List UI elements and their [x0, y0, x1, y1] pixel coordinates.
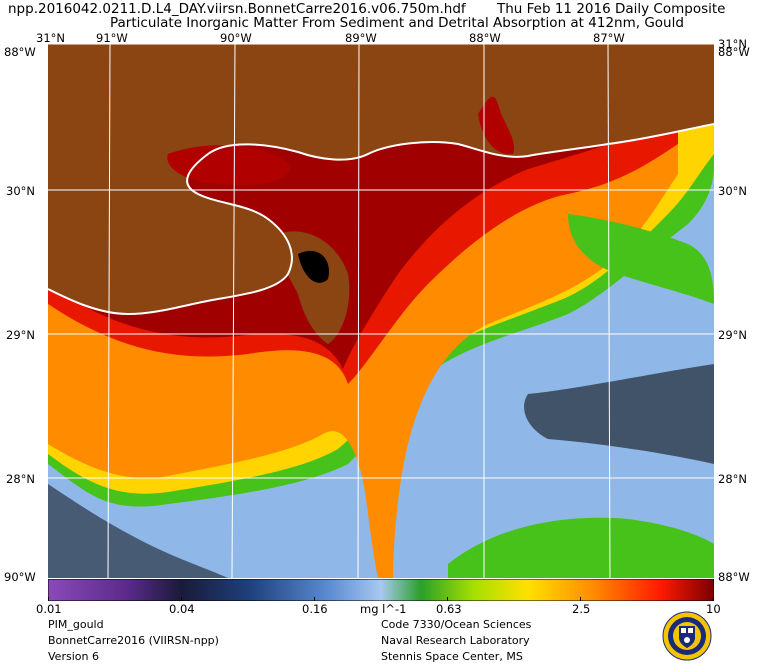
- footer-org-code: Code 7330/Ocean Sciences: [381, 618, 532, 631]
- footer-region: BonnetCarre2016 (VIIRSN-npp): [48, 634, 219, 647]
- colorbar-tick-5: [713, 597, 714, 601]
- nrl-seal-icon: [662, 611, 712, 661]
- delta-land: [277, 231, 350, 344]
- lat-label-28-right: 28°N: [718, 472, 747, 486]
- product-title: Particulate Inorganic Matter From Sedime…: [110, 15, 684, 31]
- land-area: [48, 44, 714, 314]
- coastline: [48, 123, 714, 316]
- lat-label-29-left: 29°N: [6, 328, 35, 342]
- lon-label-90: 90°W: [220, 31, 252, 45]
- colorbar-label-1: 0.04: [169, 602, 195, 616]
- green-filament-east: [568, 214, 714, 304]
- colorbar-tick-2: [314, 597, 315, 601]
- graticule: [48, 44, 714, 578]
- colorbar-label-2: 0.16: [302, 602, 328, 616]
- date-title: Thu Feb 11 2016 Daily Composite: [497, 1, 726, 17]
- footer-product-id: PIM_gould: [48, 618, 104, 631]
- green-filament-south: [448, 517, 714, 578]
- footer-org-location: Stennis Space Center, MS: [381, 650, 523, 663]
- colorbar-label-4: 2.5: [572, 602, 591, 616]
- no-data-patch-se: [524, 364, 714, 464]
- filename-title: npp.2016042.0211.D.L4_DAY.viirsn.BonnetC…: [8, 1, 466, 17]
- lon-label-89: 89°W: [345, 31, 377, 45]
- colorbar-tick-0: [48, 597, 49, 601]
- lake-pontchartrain: [167, 145, 290, 186]
- corner-lon-top-left: 88°W: [4, 45, 36, 59]
- lat-label-30-right: 30°N: [718, 184, 747, 198]
- colorbar-label-5: 10: [706, 602, 721, 616]
- lon-label-87: 87°W: [593, 31, 625, 45]
- map-panel: [48, 44, 714, 578]
- corner-lon-top-right: 88°W: [718, 45, 750, 59]
- mobile-bay: [478, 96, 515, 155]
- colorbar-tick-4: [580, 597, 581, 601]
- lat-label-29-right: 29°N: [718, 328, 747, 342]
- lat-label-28-left: 28°N: [6, 472, 35, 486]
- corner-lat-top-right: 31°N: [718, 37, 747, 51]
- colorbar-tick-3: [447, 597, 448, 601]
- colorbar-label-3: 0.63: [436, 602, 462, 616]
- corner-lat-top-left: 31°N: [36, 31, 65, 45]
- corner-lon-bottom-left: 90°W: [4, 570, 36, 584]
- lon-label-88: 88°W: [469, 31, 501, 45]
- colorbar-units: mg l^-1: [360, 602, 407, 616]
- no-data-patch-delta: [298, 250, 329, 283]
- lat-label-30-left: 30°N: [6, 184, 35, 198]
- footer-version: Version 6: [48, 650, 99, 663]
- no-data-patch-sw: [48, 484, 228, 578]
- colorbar-tick-1: [181, 597, 182, 601]
- colorbar-label-0: 0.01: [36, 602, 62, 616]
- lon-label-91: 91°W: [96, 31, 128, 45]
- colorbar: [48, 579, 714, 601]
- footer-org-name: Naval Research Laboratory: [381, 634, 530, 647]
- corner-lon-bottom-right: 88°W: [718, 570, 750, 584]
